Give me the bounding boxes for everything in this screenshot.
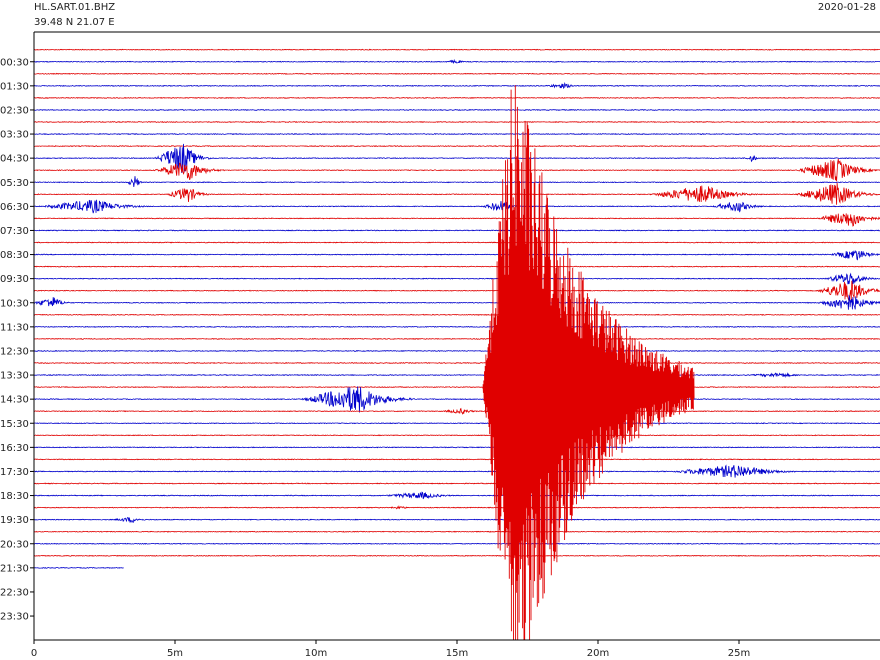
trace-line (33, 120, 880, 124)
x-tick-label: 25m (728, 648, 750, 659)
trace-line (33, 145, 880, 148)
trace-line (33, 133, 880, 136)
trace-line (33, 422, 880, 425)
y-axis: 00:30 01:30 02:30 03:30 04:30 05:30 06:30 07:30… (0, 57, 34, 623)
trace-line (33, 108, 880, 111)
plot-frame (33, 31, 880, 641)
trace-line (34, 337, 880, 340)
x-tick-label: 20m (587, 648, 609, 659)
trace-line (33, 72, 880, 75)
y-tick-label: 19:30 (0, 515, 29, 526)
x-tick-label: 0 (31, 648, 37, 659)
trace-line (34, 554, 880, 557)
trace-line (33, 349, 880, 352)
main-event-waveform (482, 85, 695, 641)
trace-line (33, 199, 880, 214)
trace-line (33, 313, 880, 316)
trace-line (34, 407, 880, 415)
x-tick-label: 15m (446, 648, 468, 659)
trace-line (33, 241, 880, 244)
y-tick-label: 18:30 (0, 491, 29, 502)
trace-line (33, 294, 880, 310)
y-tick-label: 05:30 (0, 178, 29, 189)
trace-line (33, 96, 880, 99)
trace-line (33, 48, 880, 51)
y-tick-label: 04:30 (0, 154, 29, 165)
y-tick-label: 06:30 (0, 202, 29, 213)
trace-line (34, 434, 880, 437)
trace-line (33, 566, 124, 569)
traces-group (33, 48, 880, 641)
trace-line (34, 372, 880, 378)
y-tick-label: 02:30 (0, 105, 29, 116)
trace-line (33, 505, 880, 510)
y-tick-label: 14:30 (0, 395, 29, 406)
y-tick-label: 08:30 (0, 250, 29, 261)
trace-line (33, 491, 880, 500)
trace-line (33, 250, 880, 261)
y-tick-label: 23:30 (0, 612, 29, 623)
x-axis: 0 5m 10m 15m 20m 25m (31, 640, 750, 659)
y-tick-label: 22:30 (0, 587, 29, 598)
trace-line (33, 386, 880, 389)
y-tick-label: 12:30 (0, 346, 29, 357)
trace-line (33, 229, 880, 232)
trace-line (33, 265, 880, 268)
trace-line (33, 517, 880, 524)
y-tick-label: 09:30 (0, 274, 29, 285)
trace-line (33, 158, 880, 182)
trace-line (33, 143, 880, 174)
trace-line (33, 542, 880, 545)
trace-line (33, 386, 880, 413)
axes-frame (33, 31, 880, 641)
y-tick-label: 01:30 (0, 81, 29, 92)
y-tick-label: 17:30 (0, 467, 29, 478)
trace-line (33, 446, 880, 449)
trace-line (33, 272, 880, 285)
y-tick-label: 03:30 (0, 130, 29, 141)
y-tick-label: 15:30 (0, 419, 29, 430)
y-tick-label: 21:30 (0, 563, 29, 574)
y-tick-label: 07:30 (0, 226, 29, 237)
y-tick-label: 20:30 (0, 539, 29, 550)
trace-line (34, 464, 880, 478)
y-tick-label: 10:30 (0, 298, 29, 309)
trace-line (33, 280, 880, 302)
date-label: 2020-01-28 (817, 2, 876, 13)
trace-line (33, 176, 880, 188)
x-tick-label: 10m (305, 648, 327, 659)
trace-line (33, 530, 880, 533)
trace-line (33, 362, 880, 365)
trace-line (33, 82, 880, 89)
trace-line (33, 182, 880, 205)
y-tick-label: 11:30 (0, 322, 29, 333)
trace-line (33, 58, 880, 65)
location-label: 39.48 N 21.07 E (34, 17, 115, 28)
y-tick-label: 16:30 (0, 443, 29, 454)
y-tick-label: 00:30 (0, 57, 29, 68)
trace-line (33, 458, 880, 461)
x-tick-label: 5m (167, 648, 183, 659)
trace-line (33, 482, 880, 485)
station-label: HL.SART.01.BHZ (34, 2, 116, 13)
trace-line (33, 325, 880, 328)
y-tick-label: 13:30 (0, 371, 29, 382)
trace-line (33, 213, 880, 227)
